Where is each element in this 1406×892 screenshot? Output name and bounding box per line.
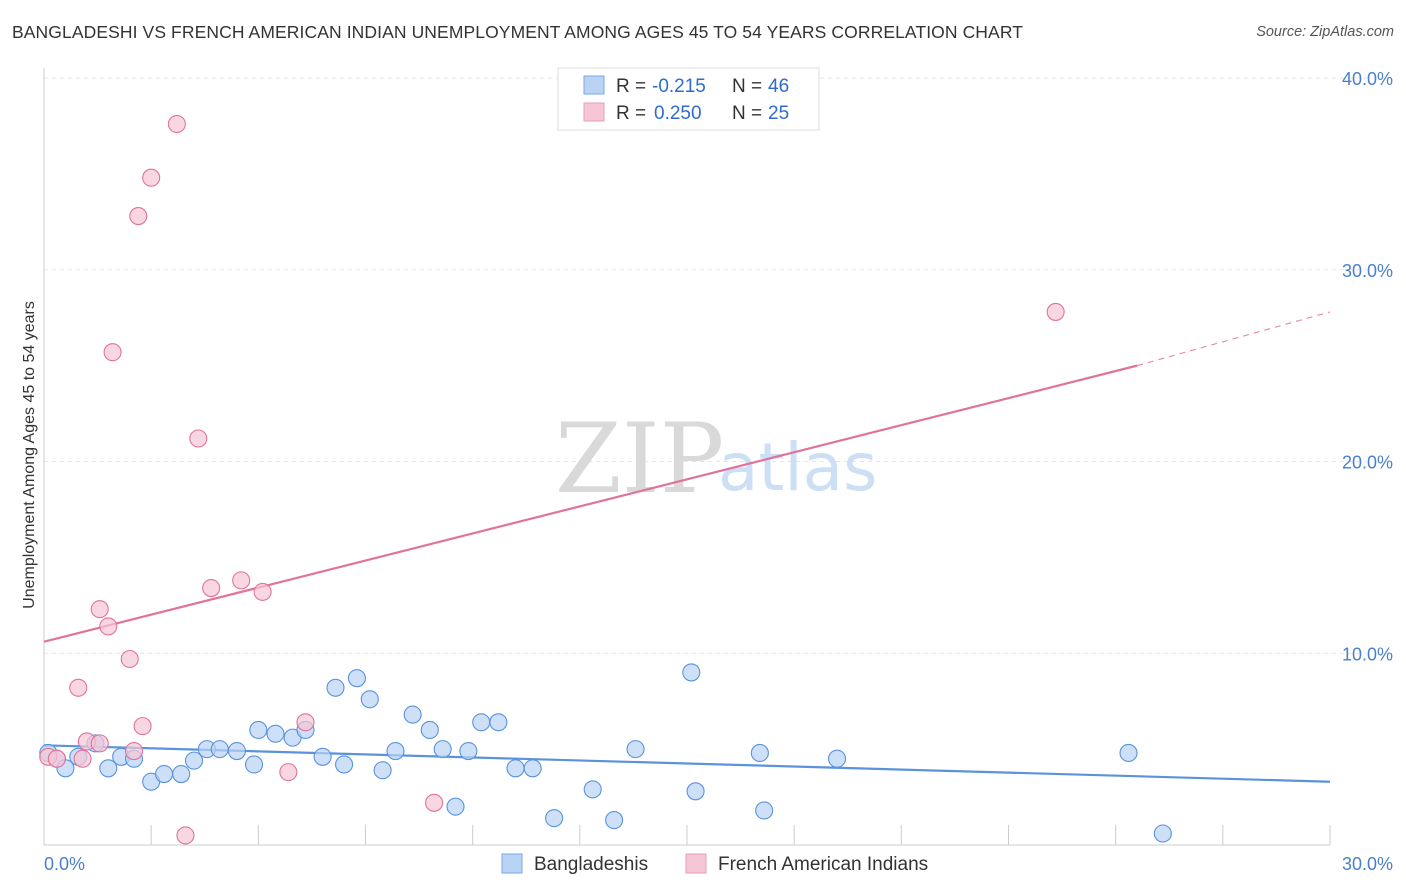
data-point-1-7 bbox=[99, 617, 118, 636]
data-point-0-32 bbox=[472, 713, 491, 732]
data-point-0-37 bbox=[583, 780, 602, 799]
data-point-0-16 bbox=[249, 720, 268, 740]
data-point-0-5 bbox=[99, 759, 118, 778]
data-point-1-10 bbox=[124, 741, 144, 761]
data-point-1-14 bbox=[167, 114, 186, 134]
series-legend-label-french-american-indians: French American Indians bbox=[718, 854, 928, 875]
legend-r-value-1: -0.215 bbox=[652, 76, 706, 97]
legend-n-label-2: N = bbox=[732, 103, 762, 124]
legend-r-value-2: 0.250 bbox=[654, 103, 702, 124]
y-tick-label-2: 30.0% bbox=[1342, 261, 1393, 281]
y-tick-label-0: 10.0% bbox=[1342, 644, 1393, 664]
data-point-1-17 bbox=[202, 579, 221, 598]
data-point-1-15 bbox=[176, 826, 195, 845]
trend-line-0 bbox=[43, 744, 1331, 783]
data-point-0-9 bbox=[154, 765, 174, 784]
series-legend-label-bangladeshis: Bangladeshis bbox=[534, 854, 648, 875]
data-point-0-17 bbox=[266, 724, 285, 743]
data-point-0-13 bbox=[210, 740, 229, 759]
data-point-0-36 bbox=[545, 809, 564, 828]
data-point-1-2 bbox=[69, 678, 88, 697]
data-point-1-9 bbox=[120, 649, 139, 669]
tick-labels: 10.0% 20.0% 30.0% 40.0% 0.0% 30.0% bbox=[44, 69, 1393, 874]
data-point-0-39 bbox=[626, 740, 645, 759]
data-point-0-31 bbox=[459, 741, 478, 761]
data-point-1-3 bbox=[73, 749, 92, 768]
legend-n-value-2: 25 bbox=[768, 103, 789, 124]
legend-r-label-2: R = bbox=[616, 103, 646, 124]
data-point-0-23 bbox=[347, 669, 366, 688]
data-point-1-22 bbox=[425, 793, 444, 812]
data-point-0-35 bbox=[523, 759, 542, 778]
data-point-0-38 bbox=[605, 811, 624, 830]
data-point-0-10 bbox=[172, 765, 191, 784]
y-tick-label-3: 40.0% bbox=[1342, 69, 1393, 89]
watermark-atlas: atlas bbox=[718, 429, 878, 506]
legend-swatch-blue bbox=[583, 75, 605, 95]
data-point-0-24 bbox=[360, 690, 379, 709]
y-tick-label-1: 20.0% bbox=[1342, 453, 1393, 473]
data-point-0-30 bbox=[446, 797, 465, 816]
x-tick-label-1: 30.0% bbox=[1342, 854, 1393, 874]
data-point-0-26 bbox=[386, 741, 405, 761]
data-point-1-1 bbox=[47, 749, 66, 768]
data-point-0-45 bbox=[1119, 743, 1138, 763]
data-point-0-29 bbox=[433, 740, 452, 759]
trend-line-1 bbox=[43, 364, 1138, 643]
data-point-0-20 bbox=[313, 747, 332, 766]
data-point-1-20 bbox=[279, 763, 298, 782]
grid-lines bbox=[44, 77, 1366, 654]
data-point-0-44 bbox=[827, 749, 847, 768]
data-point-1-8 bbox=[103, 343, 122, 362]
data-point-0-22 bbox=[335, 755, 354, 774]
data-point-0-42 bbox=[750, 743, 769, 763]
trend-lines bbox=[43, 311, 1331, 783]
data-point-0-27 bbox=[403, 705, 422, 724]
legend-n-label-1: N = bbox=[732, 76, 762, 97]
data-point-0-41 bbox=[686, 782, 705, 801]
data-point-1-18 bbox=[232, 571, 251, 590]
stats-legend: R = -0.215 N = 46 R = 0.250 N = 25 bbox=[557, 67, 820, 131]
series-legend-swatch-bangladeshis bbox=[501, 853, 523, 874]
data-point-1-5 bbox=[90, 734, 109, 753]
data-point-0-40 bbox=[682, 663, 701, 682]
legend-n-value-1: 46 bbox=[768, 76, 789, 97]
x-tick-label-0: 0.0% bbox=[44, 854, 85, 874]
data-point-1-6 bbox=[90, 600, 109, 619]
data-point-1-12 bbox=[133, 717, 152, 736]
series-legend: Bangladeshis French American Indians bbox=[501, 853, 928, 875]
data-point-1-21 bbox=[296, 713, 315, 732]
page-title: BANGLADESHI VS FRENCH AMERICAN INDIAN UN… bbox=[12, 22, 1024, 42]
legend-r-label-1: R = bbox=[616, 76, 646, 97]
legend-swatch-pink bbox=[583, 102, 605, 122]
data-points bbox=[39, 114, 1172, 845]
watermark: ZIP atlas bbox=[555, 403, 878, 515]
watermark-zip: ZIP bbox=[555, 403, 724, 515]
y-axis-label: Unemployment Among Ages 45 to 54 years bbox=[21, 301, 38, 609]
data-point-0-21 bbox=[326, 678, 345, 697]
data-point-1-11 bbox=[129, 207, 148, 226]
axes bbox=[43, 68, 1331, 846]
data-point-0-43 bbox=[755, 801, 774, 820]
data-point-1-19 bbox=[253, 582, 272, 601]
data-point-0-14 bbox=[227, 741, 246, 761]
trend-line-extension-1 bbox=[1136, 311, 1331, 367]
data-point-0-25 bbox=[373, 761, 392, 780]
data-point-0-11 bbox=[184, 751, 204, 770]
data-point-0-46 bbox=[1153, 824, 1172, 843]
data-point-0-15 bbox=[244, 755, 264, 774]
data-point-0-28 bbox=[420, 720, 439, 740]
data-point-1-13 bbox=[142, 168, 161, 187]
series-legend-swatch-french-american-indians bbox=[685, 853, 707, 874]
data-point-0-34 bbox=[506, 759, 525, 778]
data-point-0-33 bbox=[489, 713, 508, 732]
data-point-1-16 bbox=[189, 429, 208, 448]
source-label: Source: ZipAtlas.com bbox=[1256, 24, 1394, 40]
data-point-1-23 bbox=[1046, 302, 1065, 321]
